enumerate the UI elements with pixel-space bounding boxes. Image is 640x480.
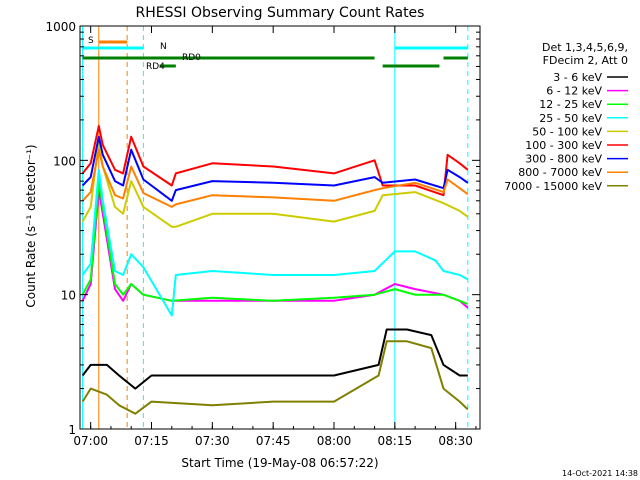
series-group [81,125,469,415]
series-line-6-12-kev [81,189,469,309]
series-line-7000-15000-kev [81,340,469,415]
x-tick-label: 08:00 [317,434,352,448]
legend-label-300-800-kev: 300 - 800 keV [525,153,602,166]
x-tick-label: 07:30 [195,434,230,448]
state-label-rd0: RD0 [182,53,201,63]
x-tick-label: 08:15 [378,434,413,448]
series-line-100-300-kev [81,125,469,197]
x-axis: 07:00 07:15 07:30 07:45 08:00 08:15 08:30 [73,26,477,448]
plot-frame [79,25,481,430]
legend-label-6-12-kev: 6 - 12 keV [546,85,602,98]
state-label-rd4: RD4 [146,62,165,72]
legend-label-3-6-kev: 3 - 6 keV [553,71,602,84]
series-line-25-50-kev [81,168,469,317]
y-tick-label: 1000 [45,20,76,34]
chart-title: RHESSI Observing Summary Count Rates [136,5,425,21]
legend-label-50-100-kev: 50 - 100 keV [532,125,602,138]
state-annotations: S N RD0 RD4 [88,36,201,72]
x-tick-label: 07:45 [256,434,291,448]
x-tick-label: 07:15 [134,434,169,448]
legend-label-100-300-kev: 100 - 300 keV [525,139,602,152]
y-tick-label: 1 [68,423,76,437]
legend-header-line: FDecim 2, Att 0 [543,54,628,67]
legend-label-25-50-kev: 25 - 50 keV [539,112,602,125]
y-tick-label: 10 [61,289,76,303]
legend-label-800-7000-kev: 800 - 7000 keV [518,166,602,179]
legend-label-12-25-kev: 12 - 25 keV [539,98,602,111]
state-bars [82,40,468,68]
x-axis-label: Start Time (19-May-08 06:57:22) [181,456,378,470]
state-label-s: S [88,36,94,46]
legend-label-7000-15000-kev: 7000 - 15000 keV [504,180,602,193]
y-tick-label: 100 [53,154,76,168]
y-axis: 1 10 100 1000 [45,20,480,437]
state-label-n: N [160,42,167,52]
vertical-markers [82,26,469,429]
x-tick-label: 07:00 [73,434,108,448]
series-line-300-800-kev [81,135,469,202]
series-line-3-6-kev [81,328,468,390]
legend: Det 1,3,4,5,6,9,FDecim 2, Att 0 3 - 6 keV… [504,41,628,193]
y-axis-label: Count Rate (s⁻¹ detector⁻¹) [24,144,38,307]
legend-header-line: Det 1,3,4,5,6,9, [542,41,628,54]
series-line-800-7000-kev [81,148,469,208]
x-tick-label: 08:30 [438,434,473,448]
footer-stamp: 14-Oct-2021 14:38 [562,469,638,478]
